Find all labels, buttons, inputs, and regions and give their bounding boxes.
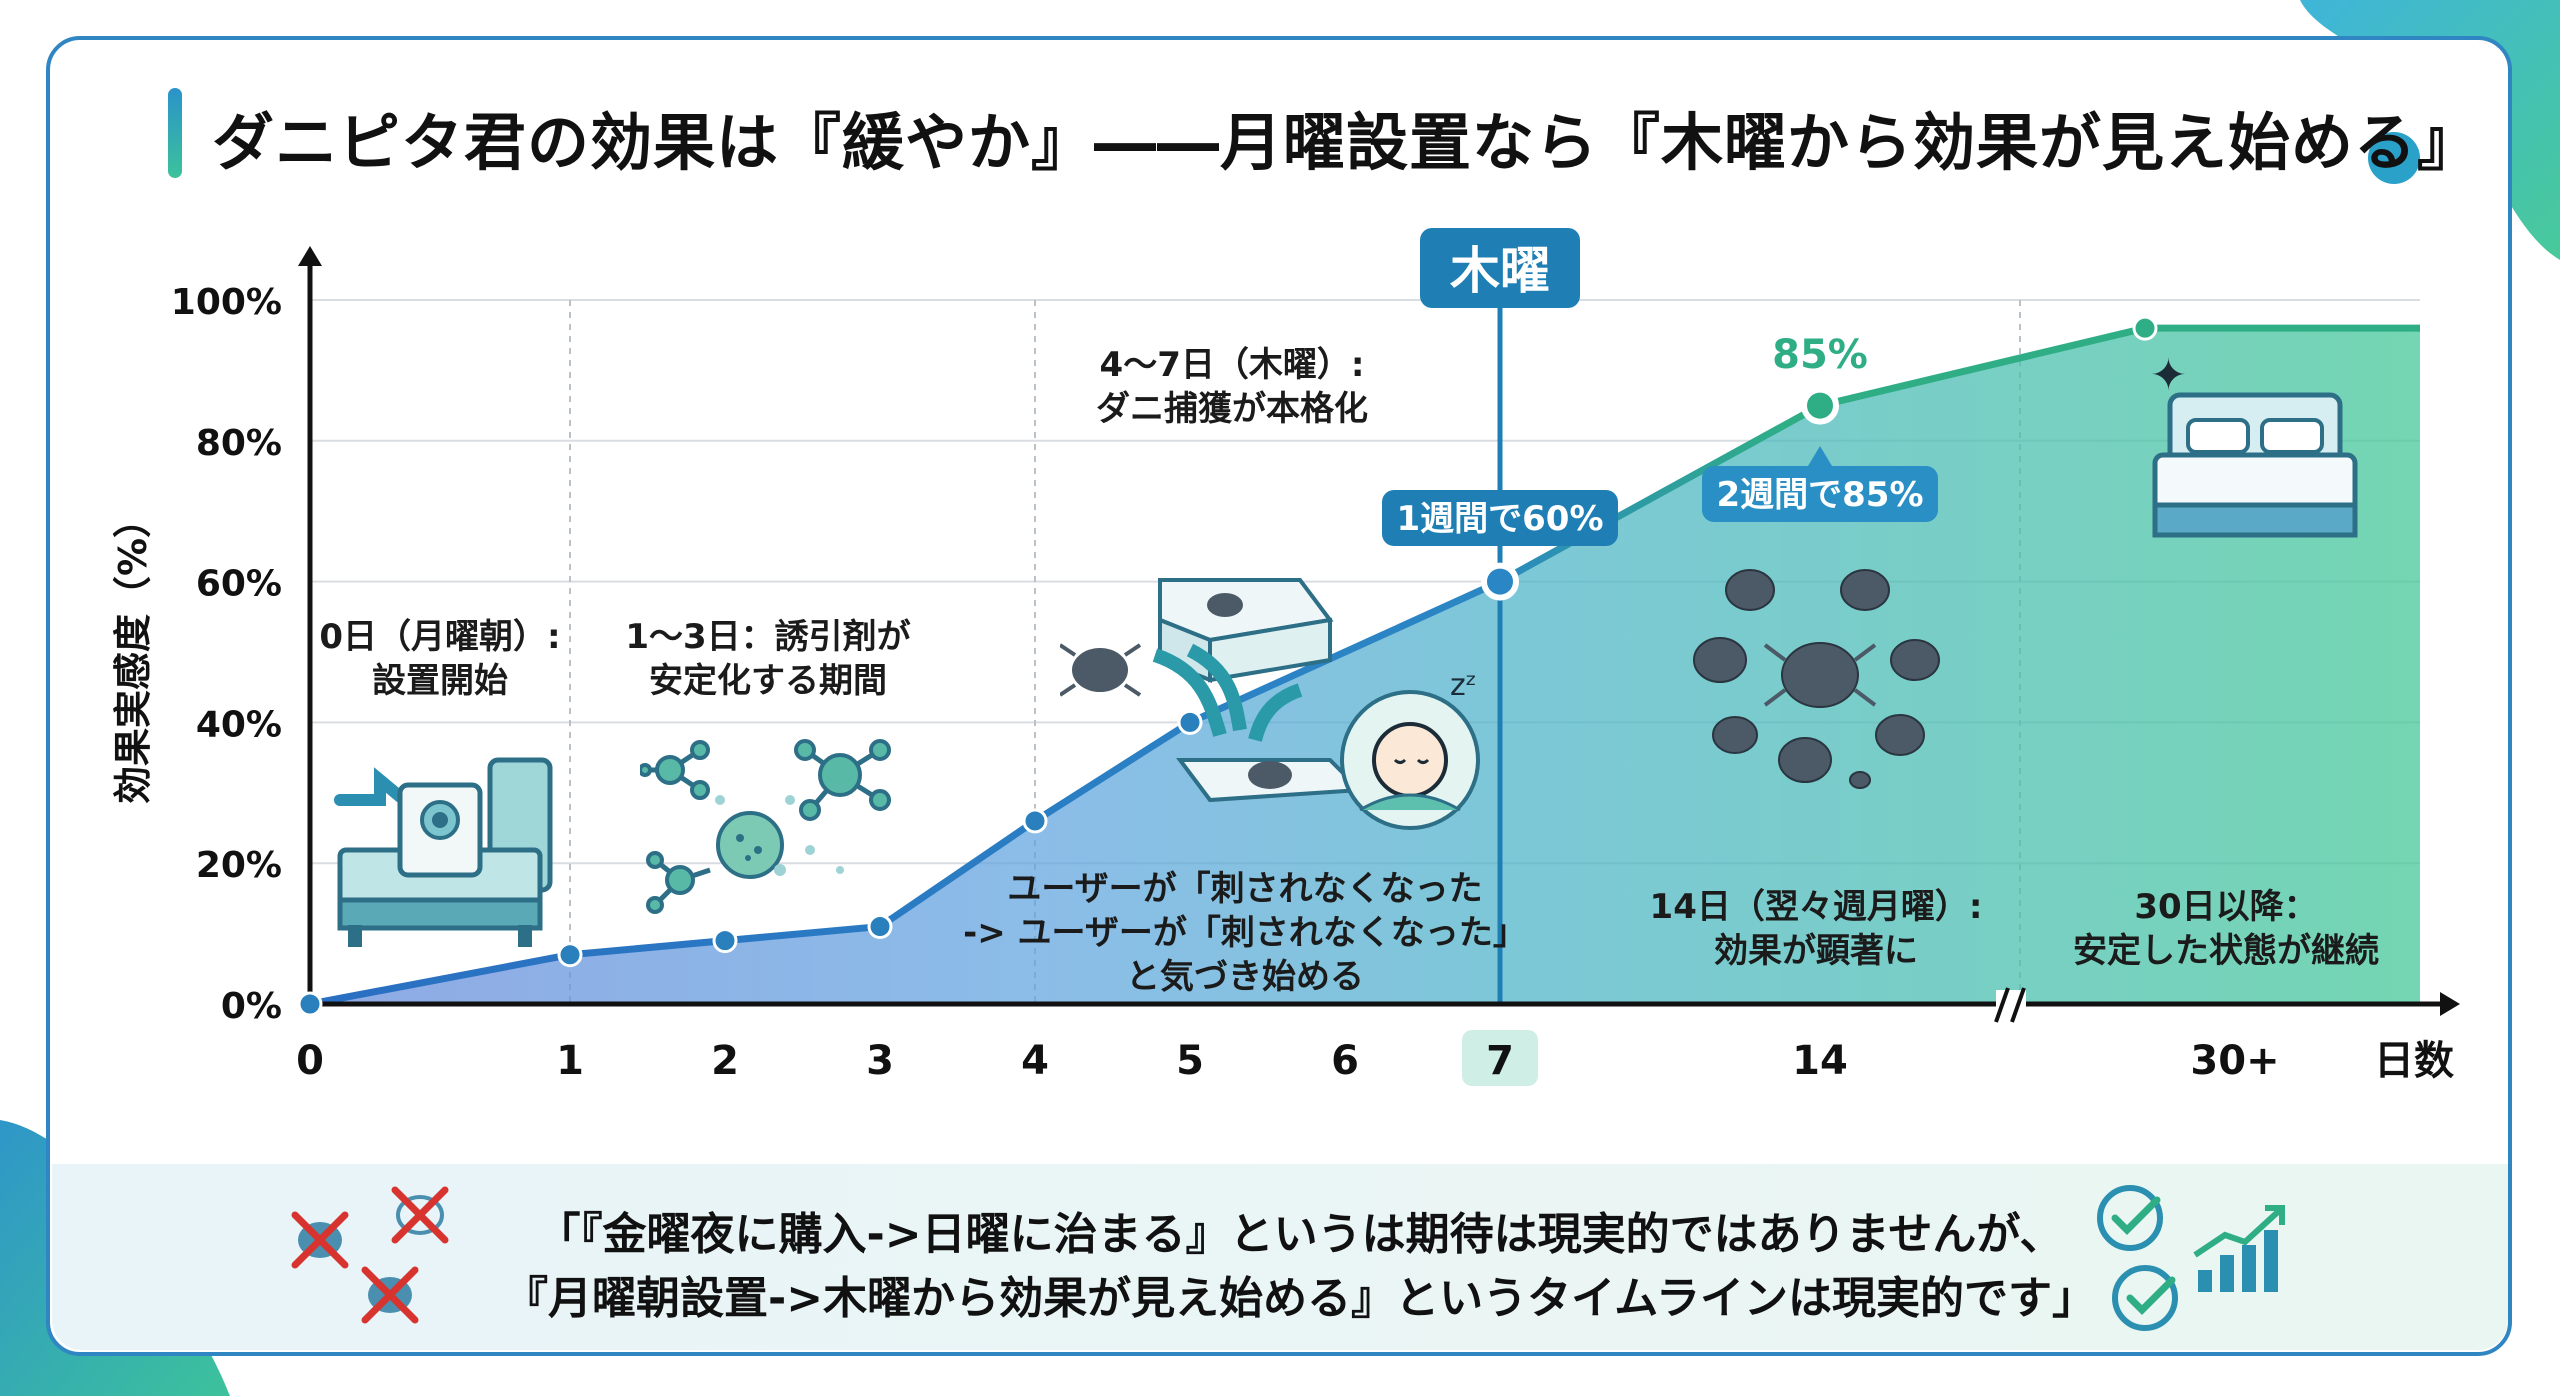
data-point [297,991,323,1017]
x-tick-label: 2 [711,1038,739,1084]
y-tick-label: 0% [221,986,282,1027]
attractant-molecules-icon [640,739,891,914]
y-tick-label: 40% [196,704,282,745]
annotation-text: 1〜3日：誘引剤が [625,617,910,657]
data-point [712,928,738,954]
title-accent-bar [168,88,182,178]
callout-60-label: 1週間で60% [1396,499,1603,539]
bed-with-device-icon [334,757,553,947]
x-tick-label: 14 [1792,1038,1848,1084]
data-point [557,942,583,968]
annotation-text: 安定した状態が継続 [2073,931,2379,971]
conclusion-quote-line1: 「『金曜夜に購入->日曜に治まる』というは期待は現実的ではありませんが、 [536,1209,2064,1260]
y-tick-label: 60% [196,564,282,605]
x-tick-label: 3 [866,1038,894,1084]
y-tick-label: 20% [196,845,282,886]
callout-85-label: 2週間で85% [1716,475,1923,515]
annotation-text: 効果が顕著に [1714,931,1918,971]
x-axis-title: 日数 [2374,1038,2454,1084]
conclusion-band [52,1164,2508,1350]
growth-chart-icon [2193,1205,2285,1292]
crossed-out-mite-icon [291,1186,449,1324]
callout-85-pointer [1808,446,1832,466]
mite-cluster-icon [1693,569,1940,789]
data-point [1022,808,1048,834]
chart-axes: 0% 20% 40% 60% 80% 100% 0 1 2 3 4 5 6 7 14 30+ 日数 効果実感度（%… [111,246,2460,1086]
x-tick-label: 6 [1331,1038,1359,1084]
callout-85-box [1702,466,1938,522]
y-axis-title: 効果実感度（%） [111,500,155,804]
highlight-tick-bg [1462,1030,1538,1086]
annotation-text: 14日（翌々週月曜）: [1650,887,1983,927]
data-point [1481,562,1519,601]
highlight-day-label: 木曜 [1450,242,1550,300]
chart-annotations: 木曜 1週間で60% 2週間で85% 85% 0日（月曜朝）:設置開始 1〜3日：誘引剤が… [319,228,2379,997]
annotation-text: ユーザーが「刺されなくなった [1007,869,1482,909]
x-tick-label: 0 [296,1038,324,1084]
x-tick-label: 5 [1176,1038,1204,1084]
annotation-text: ダニ捕獲が本格化 [1096,389,1368,429]
y-axis-arrow [298,246,322,266]
highlight-day-badge [1420,228,1580,308]
sleeping-person-icon: zᶻ [1340,668,1480,830]
check-circle-icon [2097,1185,2178,1331]
y-tick-label: 100% [171,282,282,323]
data-point [2132,315,2158,341]
annotation-text: 設置開始 [372,661,508,701]
data-point [1801,386,1839,425]
page-title: ダニピタ君の効果は『緩やか』――月曜設置なら『木曜から効果が見え始める』 [212,106,2481,179]
data-point [867,914,893,940]
axis-break-mark [2010,987,2026,1023]
chart-points [297,315,2158,1017]
annotation-text: 30日以降： [2134,887,2317,927]
effect-series-line [309,324,2420,1008]
annotation-text: 安定化する期間 [649,661,887,701]
clean-bed-icon: ✦ [2150,350,2358,538]
conclusion-quote-line2: 『月曜朝設置->木曜から効果が見え始める』というタイムラインは現実的です」 [503,1273,2097,1324]
y-tick-label: 80% [196,423,282,464]
svg-text:zᶻ: zᶻ [1450,668,1477,703]
annotation-text: -> ユーザーが「刺されなくなった」 [963,913,1527,953]
axis-break-mark [1994,987,2010,1023]
effect-timeline-chart: 木曜 1週間で60% 2週間で85% 85% 0日（月曜朝）:設置開始 1〜3日：誘引剤が… [111,228,2460,1086]
annotation-text: と気づき始める [1126,957,1364,997]
decor-dot [2368,132,2420,184]
data-point [1177,709,1203,735]
x-tick-label: 7 [1486,1038,1514,1084]
callout-60-box [1382,490,1618,546]
mite-trap-icon [1060,578,1365,803]
x-axis-arrow [2440,992,2460,1016]
annotation-text: 4〜7日（木曜）: [1100,345,1365,385]
annotation-text: 0日（月曜朝）: [319,617,560,657]
peak-value-label: 85% [1772,332,1868,378]
x-tick-label: 30+ [2190,1038,2279,1084]
x-tick-label: 4 [1021,1038,1049,1084]
x-tick-label: 1 [556,1038,584,1084]
